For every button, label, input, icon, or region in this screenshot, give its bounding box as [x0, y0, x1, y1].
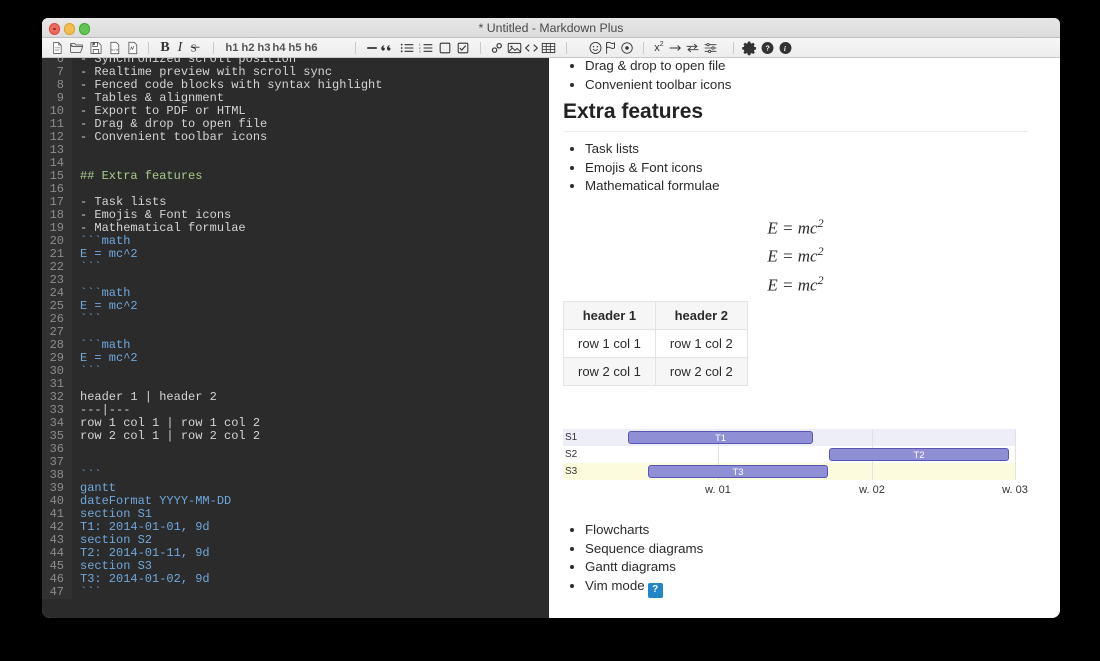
svg-text:?: ? [765, 44, 770, 53]
svg-text:S: S [191, 42, 197, 54]
svg-text:i: i [783, 45, 785, 53]
svg-text:</>: </> [111, 48, 119, 53]
svg-text:3: 3 [419, 49, 421, 53]
